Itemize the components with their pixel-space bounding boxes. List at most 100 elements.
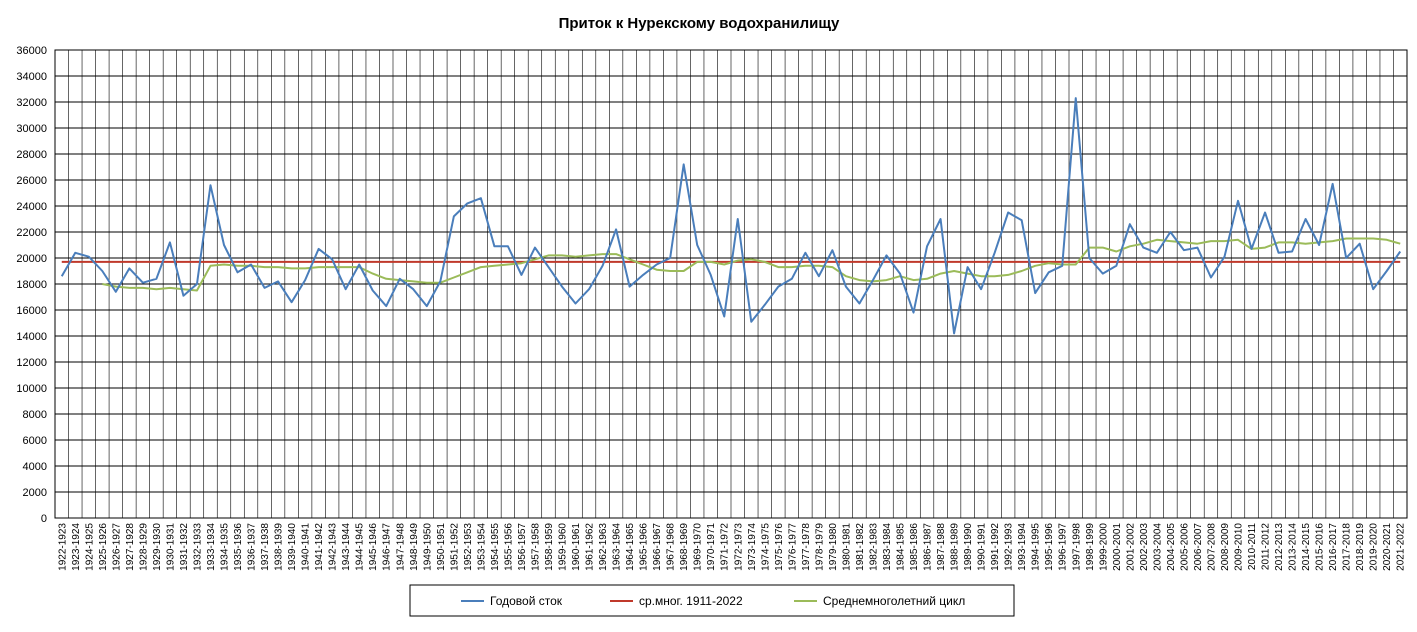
x-tick-label: 1965-1966 [639, 523, 650, 571]
x-tick-label: 1968-1969 [679, 523, 690, 571]
x-tick-label: 1945-1946 [368, 523, 379, 571]
x-tick-label: 1926-1927 [111, 523, 122, 571]
x-tick-label: 1976-1977 [787, 523, 798, 571]
x-tick-label: 1969-1970 [693, 523, 704, 571]
x-tick-label: 2014-2015 [1301, 523, 1312, 571]
x-tick-label: 1928-1929 [138, 523, 149, 571]
y-tick-label: 34000 [16, 71, 47, 83]
x-tick-label: 1986-1987 [923, 523, 934, 571]
x-tick-label: 1990-1991 [977, 523, 988, 571]
x-tick-label: 2004-2005 [1166, 523, 1177, 571]
x-tick-label: 1946-1947 [382, 523, 393, 571]
y-tick-label: 28000 [16, 149, 47, 161]
x-tick-label: 1949-1950 [422, 523, 433, 571]
x-tick-label: 1994-1995 [1031, 523, 1042, 571]
x-tick-label: 2005-2006 [1179, 523, 1190, 571]
x-tick-label: 1971-1972 [720, 523, 731, 571]
x-tick-label: 2016-2017 [1328, 523, 1339, 571]
x-tick-label: 2002-2003 [1139, 523, 1150, 571]
x-tick-label: 1998-1999 [1085, 523, 1096, 571]
y-tick-label: 18000 [16, 279, 47, 291]
x-tick-label: 2018-2019 [1355, 523, 1366, 571]
x-tick-label: 1988-1989 [950, 523, 961, 571]
x-tick-label: 1937-1938 [260, 523, 271, 571]
x-tick-label: 2006-2007 [1193, 523, 1204, 571]
y-tick-label: 6000 [23, 435, 47, 447]
y-tick-label: 26000 [16, 175, 47, 187]
series-line-2 [102, 237, 1401, 292]
y-tick-label: 30000 [16, 123, 47, 135]
y-tick-label: 22000 [16, 227, 47, 239]
x-tick-label: 1938-1939 [274, 523, 285, 571]
x-tick-label: 1999-2000 [1098, 523, 1109, 571]
x-tick-label: 2015-2016 [1315, 523, 1326, 571]
x-tick-label: 2000-2001 [1112, 523, 1123, 571]
x-tick-label: 1978-1979 [814, 523, 825, 571]
x-tick-label: 1943-1944 [341, 523, 352, 571]
x-tick-label: 1929-1930 [152, 523, 163, 571]
x-tick-label: 1964-1965 [625, 523, 636, 571]
x-tick-label: 1924-1925 [84, 523, 95, 571]
x-tick-label: 1957-1958 [530, 523, 541, 571]
legend: Годовой сток ср.мног. 1911-2022 Среднемн… [409, 584, 1015, 617]
legend-box [409, 584, 1015, 617]
x-tick-label: 1983-1984 [882, 523, 893, 571]
y-tick-label: 36000 [16, 45, 47, 57]
legend-label-annual: Годовой сток [490, 594, 563, 608]
y-tick-label: 2000 [23, 487, 47, 499]
x-tick-label: 1934-1935 [220, 523, 231, 571]
x-tick-label: 1979-1980 [828, 523, 839, 571]
x-tick-label: 1987-1988 [936, 523, 947, 571]
x-tick-label: 1982-1983 [868, 523, 879, 571]
x-tick-label: 2021-2022 [1396, 523, 1407, 571]
x-tick-label: 1980-1981 [841, 523, 852, 571]
x-tick-label: 1977-1978 [801, 523, 812, 571]
x-tick-label: 1984-1985 [896, 523, 907, 571]
x-tick-label: 1948-1949 [409, 523, 420, 571]
x-tick-label: 1956-1957 [517, 523, 528, 571]
y-tick-label: 10000 [16, 383, 47, 395]
x-tick-label: 1997-1998 [1071, 523, 1082, 571]
x-tick-label: 1947-1948 [395, 523, 406, 571]
x-tick-label: 2017-2018 [1342, 523, 1353, 571]
x-tick-label: 1958-1959 [544, 523, 555, 571]
x-tick-label: 1954-1955 [490, 523, 501, 571]
x-tick-label: 1991-1992 [990, 523, 1001, 571]
y-tick-label: 0 [41, 513, 47, 525]
x-tick-label: 1989-1990 [963, 523, 974, 571]
x-tick-label: 2008-2009 [1220, 523, 1231, 571]
x-tick-label: 1972-1973 [733, 523, 744, 571]
x-tick-label: 1922-1923 [57, 523, 68, 571]
plot-area-border [54, 49, 1408, 519]
y-tick-label: 4000 [23, 461, 47, 473]
legend-label-cycle: Среднемноголетний цикл [823, 594, 965, 608]
y-tick-label: 16000 [16, 305, 47, 317]
x-tick-label: 1995-1996 [1044, 523, 1055, 571]
x-tick-label: 1953-1954 [476, 523, 487, 571]
x-tick-label: 1944-1945 [355, 523, 366, 571]
x-tick-label: 1970-1971 [706, 523, 717, 571]
x-tick-label: 1939-1940 [287, 523, 298, 571]
x-tick-label: 1931-1932 [179, 523, 190, 571]
x-tick-label: 1940-1941 [301, 523, 312, 571]
x-tick-label: 1960-1961 [571, 523, 582, 571]
x-tick-label: 1985-1986 [909, 523, 920, 571]
x-tick-label: 1933-1934 [206, 523, 217, 571]
x-tick-label: 1952-1953 [463, 523, 474, 571]
x-tick-label: 1973-1974 [747, 523, 758, 571]
gridlines [54, 49, 1408, 519]
y-tick-label: 20000 [16, 253, 47, 265]
x-tick-label: 1963-1964 [612, 523, 623, 571]
x-tick-label: 1950-1951 [436, 523, 447, 571]
x-tick-label: 1981-1982 [855, 523, 866, 571]
series-line-0 [60, 97, 1402, 335]
x-tick-label: 1975-1976 [774, 523, 785, 571]
x-tick-label: 1974-1975 [760, 523, 771, 571]
x-tick-label: 2007-2008 [1206, 523, 1217, 571]
y-tick-label: 8000 [23, 409, 47, 421]
x-tick-label: 1927-1928 [125, 523, 136, 571]
x-tick-label: 1932-1933 [192, 523, 203, 571]
x-tick-label: 1941-1942 [314, 523, 325, 571]
x-tick-label: 2009-2010 [1234, 523, 1245, 571]
